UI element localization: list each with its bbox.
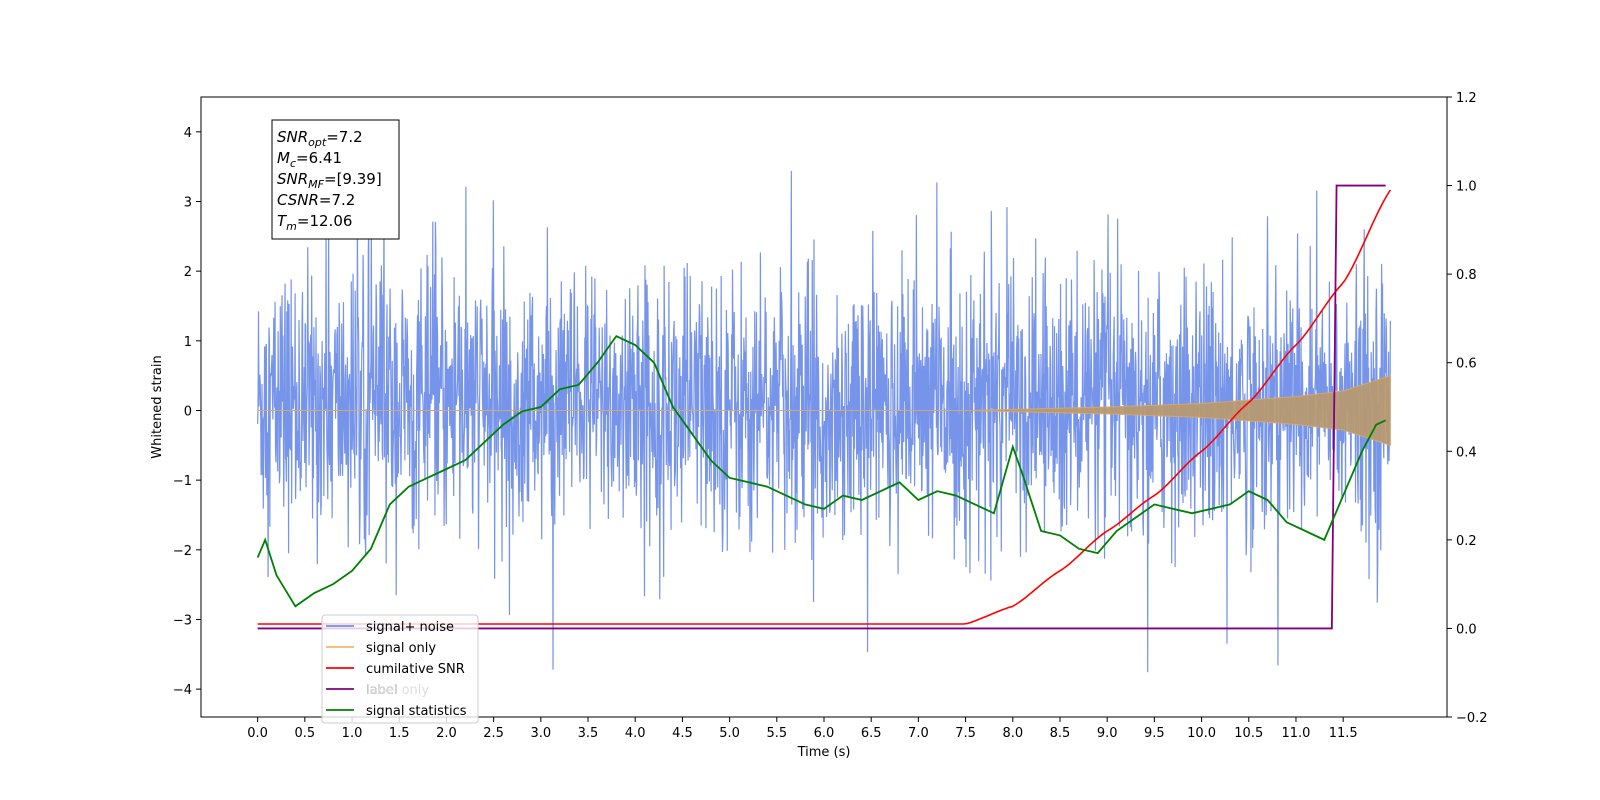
legend-label-faded: label only (366, 683, 429, 698)
x-tick-label: 8.5 (1050, 726, 1071, 741)
y-left-tick-label: 0 (184, 404, 192, 419)
info-box: SNRopt=7.2Mc=6.41SNRMF=[9.39]CSNR=7.2Tm=… (271, 119, 400, 240)
info-line-symbol: CSNR (277, 191, 319, 209)
y-right-tick-label: 0.0 (1456, 622, 1477, 637)
info-line-value: =[9.39] (324, 170, 382, 188)
x-tick-label: 6.5 (861, 726, 882, 741)
x-tick-label: 9.5 (1144, 726, 1165, 741)
info-line: SNRopt=7.2 (277, 128, 363, 149)
series-signal-noise (257, 170, 1391, 673)
legend-label: label (366, 683, 397, 698)
y-right-tick-label: 0.6 (1456, 357, 1477, 372)
x-tick-label: 11.5 (1329, 726, 1358, 741)
info-line: CSNR=7.2 (277, 191, 355, 209)
info-line: Tm=12.06 (277, 212, 352, 233)
y-left-tick-label: 3 (184, 195, 192, 210)
x-tick-label: 9.0 (1097, 726, 1118, 741)
y-left-tick-label: −1 (173, 474, 192, 489)
y-right-tick-label: 0.2 (1456, 534, 1477, 549)
series-label (257, 184, 1386, 630)
x-tick-label: 11.0 (1281, 726, 1310, 741)
x-tick-label: 4.0 (625, 726, 646, 741)
x-tick-label: 0.0 (247, 726, 268, 741)
y-left-tick-label: 4 (184, 126, 192, 141)
info-line-subscript: m (286, 220, 297, 233)
info-line-symbol: SNR (277, 170, 308, 188)
legend: signal+ noise signal only cumilative SNR la… (321, 614, 479, 724)
x-tick-label: 3.5 (578, 726, 599, 741)
x-tick-label: 10.0 (1187, 726, 1216, 741)
x-tick-label: 5.5 (766, 726, 787, 741)
x-tick-label: 1.5 (389, 726, 410, 741)
info-line: SNRMF=[9.39] (277, 170, 382, 191)
info-line-symbol: T (277, 212, 288, 230)
info-line-value: =6.41 (296, 149, 342, 167)
y-right-tick-label: 1.2 (1456, 91, 1477, 106)
y-left-tick-label: −3 (173, 613, 192, 628)
x-tick-label: 6.0 (814, 726, 835, 741)
info-line-subscript: opt (308, 136, 327, 149)
info-line-value: =12.06 (297, 212, 353, 230)
x-tick-label: 5.0 (719, 726, 740, 741)
info-line-value: =7.2 (319, 191, 355, 209)
y-right-tick-label: 0.4 (1456, 445, 1477, 460)
x-tick-label: 4.5 (672, 726, 693, 741)
legend-label: cumilative SNR (366, 662, 465, 677)
info-line-value: =7.2 (326, 128, 362, 146)
y-left-tick-label: 2 (184, 265, 192, 280)
y-left-tick-label: 1 (184, 335, 192, 350)
y-left-tick-label: −4 (173, 683, 192, 698)
y-right-tick-label: 0.8 (1456, 268, 1477, 283)
x-tick-label: 1.0 (342, 726, 363, 741)
y-right-tick-label: −0.2 (1456, 711, 1488, 726)
x-axis: 0.0 0.5 1.0 1.5 2.0 2.5 3.0 3.5 4.0 4.5 5.0 5.5 6.0 6… (247, 717, 1358, 741)
info-line: Mc=6.41 (277, 149, 342, 170)
series-signal-only (257, 374, 1391, 446)
y-axis-left: 4 3 2 1 0 −1 −2 −3 −4 (173, 126, 201, 698)
info-box-frame (271, 119, 400, 240)
x-tick-label: 7.0 (908, 726, 929, 741)
x-tick-label: 8.0 (1002, 726, 1023, 741)
x-tick-label: 2.5 (483, 726, 504, 741)
y-right-tick-label: 1.0 (1456, 180, 1477, 195)
info-line-symbol: SNR (277, 128, 308, 146)
info-line-symbol: M (277, 149, 290, 167)
y-axis-label: Whitened strain (150, 355, 165, 458)
x-tick-label: 3.0 (530, 726, 551, 741)
x-tick-label: 7.5 (955, 726, 976, 741)
legend-label: signal statistics (366, 704, 467, 719)
series-signal-statistics (256, 335, 1387, 608)
legend-label: signal only (366, 641, 436, 656)
x-axis-label: Time (s) (797, 745, 851, 760)
x-tick-label: 0.5 (294, 726, 315, 741)
y-left-tick-label: −2 (173, 544, 192, 559)
x-tick-label: 10.5 (1234, 726, 1263, 741)
info-line-subscript: MF (308, 178, 324, 191)
legend-label: signal+ noise (366, 620, 454, 635)
info-line-subscript: c (290, 157, 296, 170)
legend-frame (321, 614, 479, 724)
x-tick-label: 2.0 (436, 726, 457, 741)
y-axis-right: 1.2 1.0 0.8 0.6 0.4 0.2 0.0 −0.2 (1447, 91, 1488, 726)
